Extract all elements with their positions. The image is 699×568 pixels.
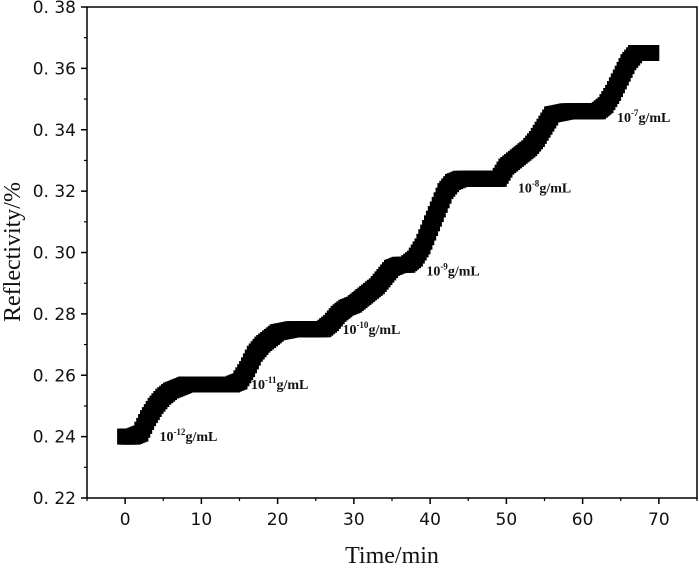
x-tick-label: 20 [267, 510, 289, 530]
x-axis-title: Time/min [345, 543, 439, 568]
y-tick-label: 0. 34 [33, 121, 76, 141]
concentration-label: 10-9g/mL [426, 262, 479, 280]
x-tick-label: 70 [648, 510, 670, 530]
y-tick-label: 0. 38 [33, 0, 76, 18]
y-tick-label: 0. 26 [33, 366, 76, 386]
x-tick-label: 50 [496, 510, 518, 530]
y-axis-title: Reflectivity/% [0, 182, 26, 322]
concentration-label: 10-11g/mL [251, 375, 308, 393]
concentration-label: 10-7g/mL [617, 108, 670, 126]
y-tick-label: 0. 24 [33, 428, 76, 448]
data-series [117, 45, 660, 445]
x-tick-label: 40 [419, 510, 441, 530]
x-tick-label: 0 [120, 510, 131, 530]
y-tick-label: 0. 30 [33, 244, 76, 264]
data-point [643, 45, 660, 61]
plot-frame [86, 6, 698, 499]
concentration-label: 10-10g/mL [342, 320, 400, 338]
concentration-label: 10-12g/mL [159, 427, 217, 445]
x-tick-label: 10 [191, 510, 213, 530]
x-tick-label: 60 [572, 510, 594, 530]
x-tick-label: 30 [343, 510, 365, 530]
y-tick-label: 0. 28 [33, 305, 76, 325]
y-tick-label: 0. 22 [33, 489, 76, 509]
y-axis: 0. 22 0. 24 0. 26 0. 28 0. 30 0. 32 0. 34 0. 36… [33, 0, 87, 509]
x-axis: 0 10 20 30 40 50 60 70 [86, 498, 698, 530]
concentration-label: 10-8g/mL [518, 179, 571, 197]
y-tick-label: 0. 36 [33, 59, 76, 79]
y-tick-label: 0. 32 [33, 182, 76, 202]
annotations: 10-12g/mL 10-11g/mL 10-10g/mL 10-9g/mL 10-8g… [159, 108, 670, 445]
